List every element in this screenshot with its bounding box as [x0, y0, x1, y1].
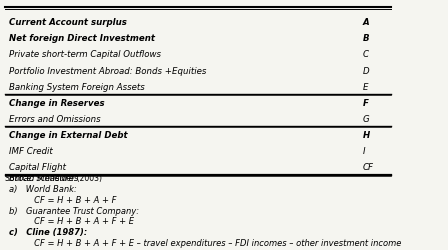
Text: IMF Credit: IMF Credit	[9, 147, 53, 156]
Text: B: B	[363, 34, 370, 43]
Text: G: G	[363, 115, 370, 124]
Text: b) Guarantee Trust Company:: b) Guarantee Trust Company:	[9, 206, 139, 216]
Text: CF = H + B + A + F + E: CF = H + B + A + F + E	[9, 217, 134, 226]
Text: Broad Measures: Broad Measures	[9, 174, 79, 184]
Text: Net foreign Direct Investment: Net foreign Direct Investment	[9, 34, 155, 43]
Text: Capital Flight: Capital Flight	[9, 164, 66, 172]
Text: Current Account surplus: Current Account surplus	[9, 18, 127, 27]
Text: CF: CF	[363, 164, 374, 172]
Text: I: I	[363, 147, 366, 156]
Text: c) Cline (1987):: c) Cline (1987):	[9, 228, 87, 237]
Text: D: D	[363, 66, 370, 76]
Text: E: E	[363, 83, 369, 92]
Text: Private short-term Capital Outflows: Private short-term Capital Outflows	[9, 50, 161, 59]
Text: Banking System Foreign Assets: Banking System Foreign Assets	[9, 83, 145, 92]
Text: Source: Schneider (2003): Source: Schneider (2003)	[5, 174, 102, 183]
Text: a) World Bank:: a) World Bank:	[9, 185, 77, 194]
Text: Change in Reserves: Change in Reserves	[9, 99, 105, 108]
Text: CF = H + B + A + F: CF = H + B + A + F	[9, 196, 117, 205]
Text: H: H	[363, 131, 370, 140]
Text: F: F	[363, 99, 369, 108]
Text: CF = H + B + A + F + E – travel expenditures – FDI incomes – other investment in: CF = H + B + A + F + E – travel expendit…	[9, 239, 401, 248]
Text: C: C	[363, 50, 369, 59]
Text: Portfolio Investment Abroad: Bonds +Equities: Portfolio Investment Abroad: Bonds +Equi…	[9, 66, 207, 76]
Text: Errors and Omissions: Errors and Omissions	[9, 115, 101, 124]
Text: A: A	[363, 18, 370, 27]
Text: Change in External Debt: Change in External Debt	[9, 131, 128, 140]
